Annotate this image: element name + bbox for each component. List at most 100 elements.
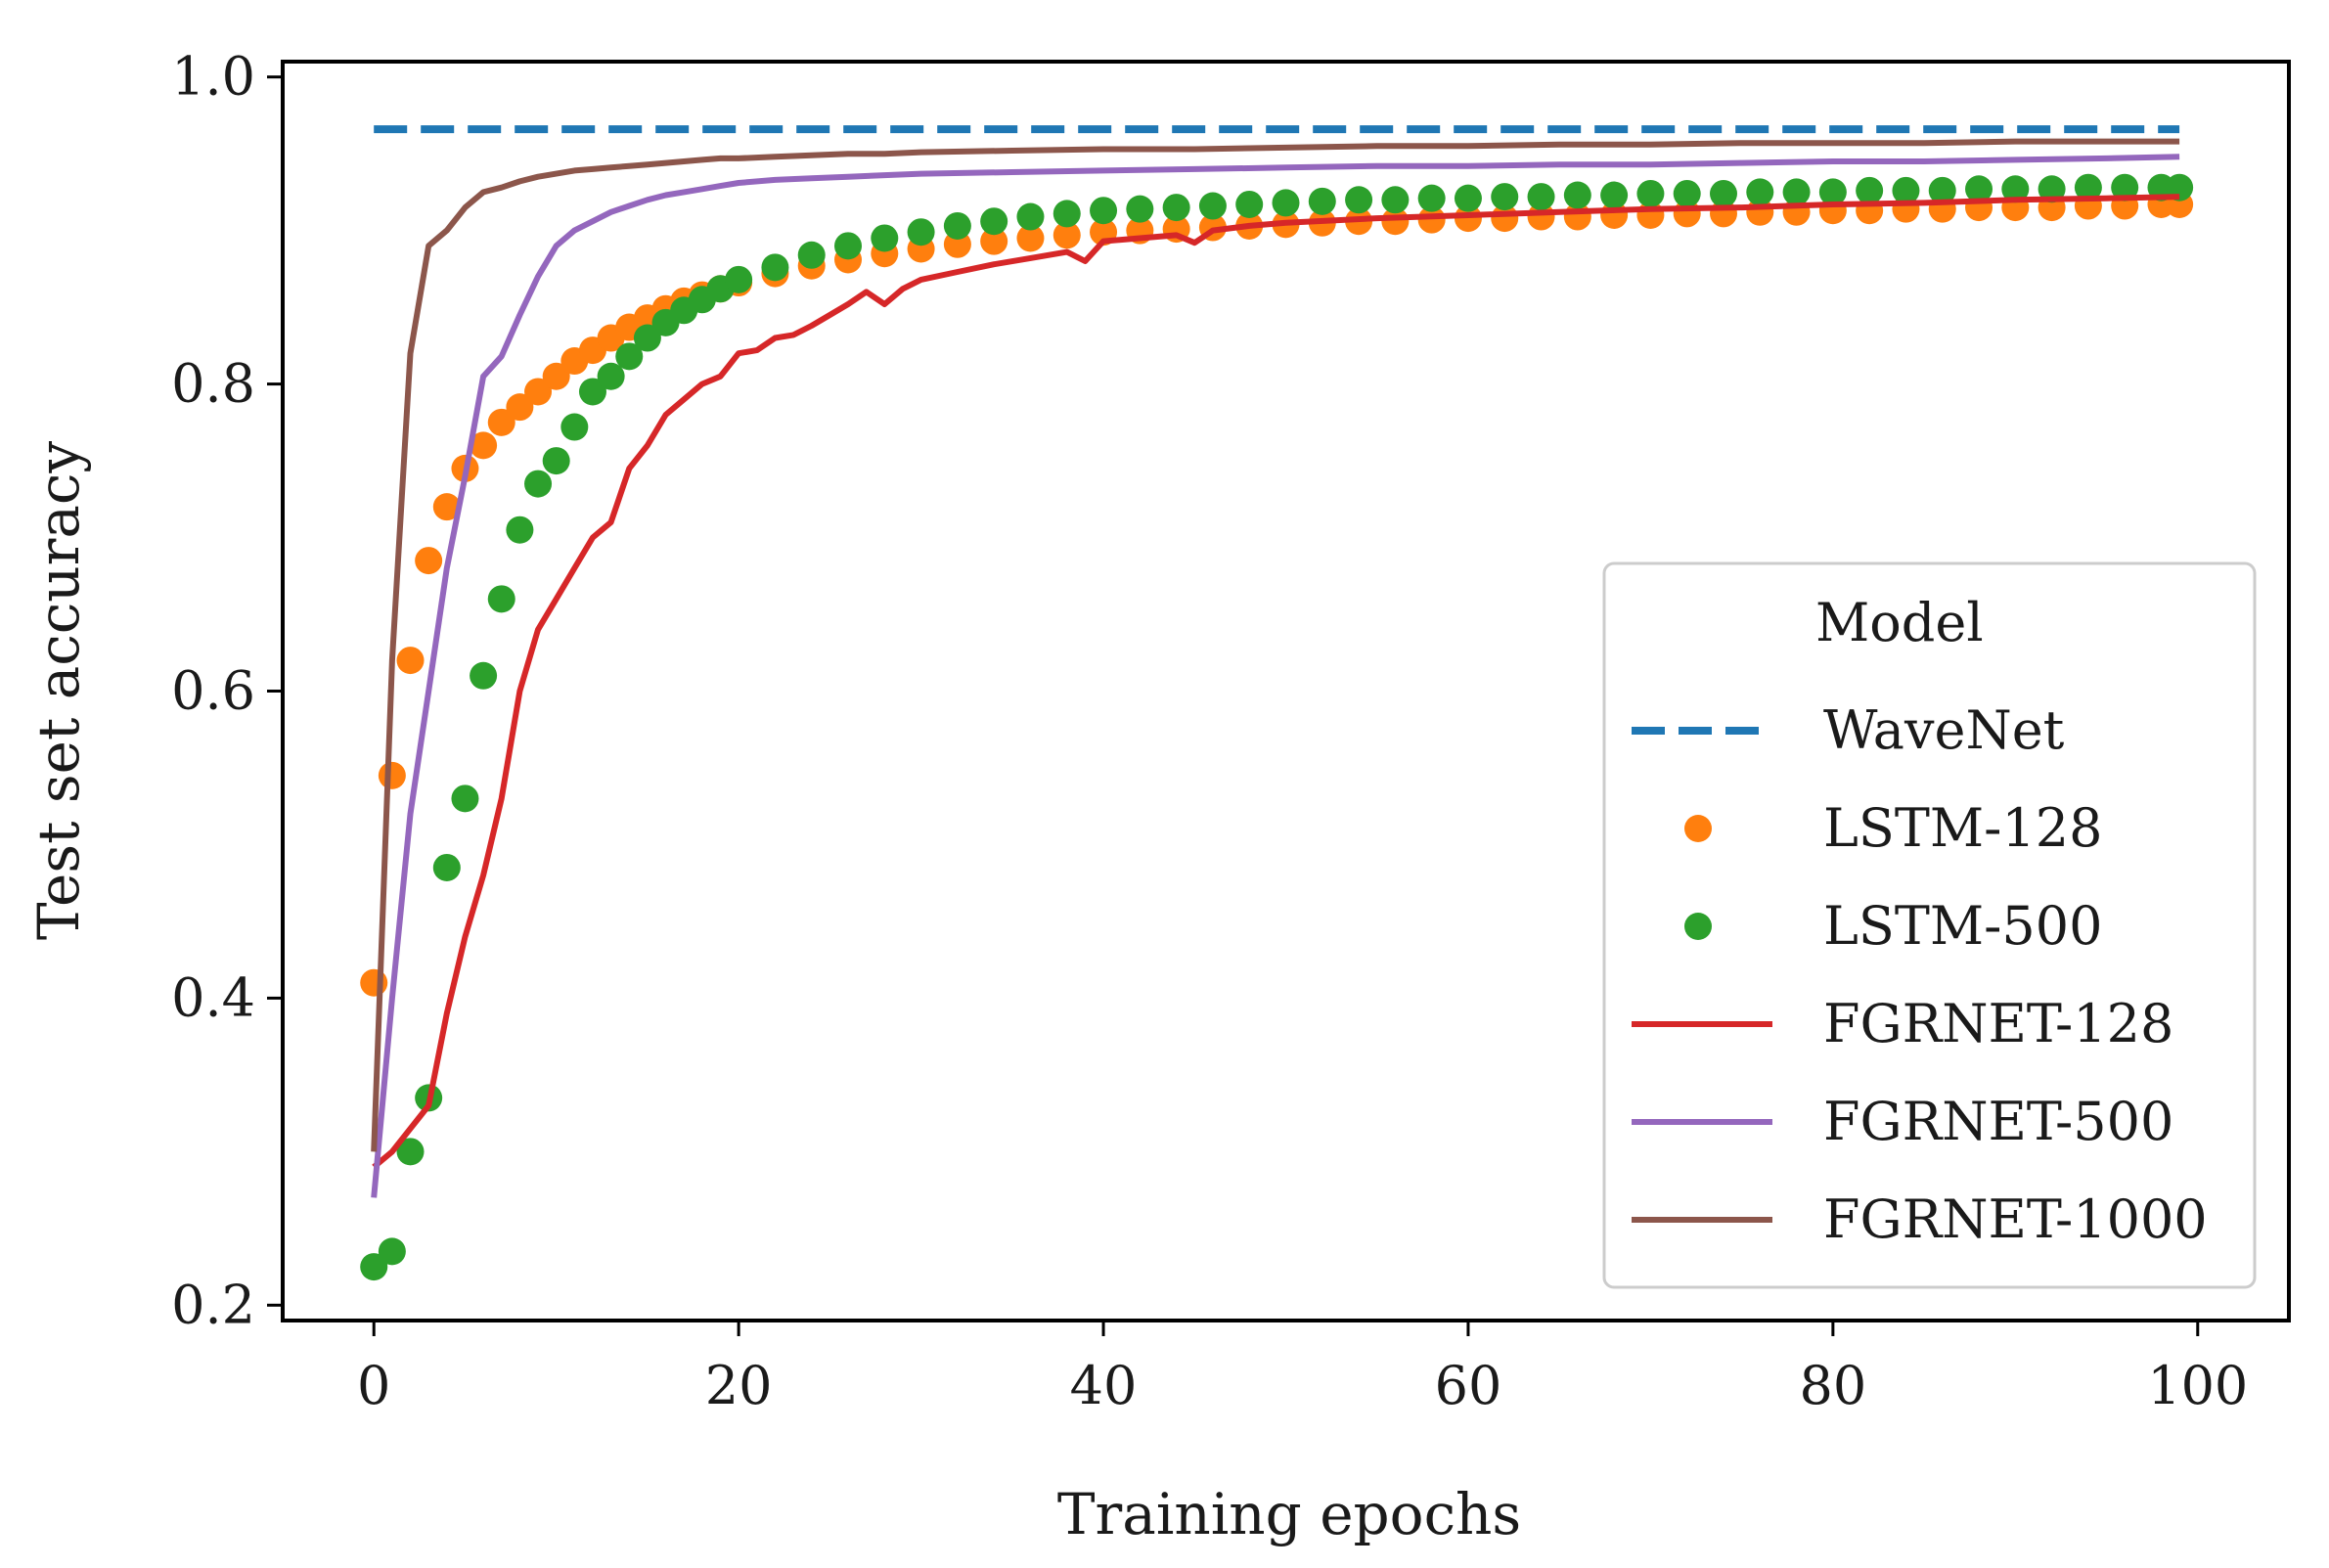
data-point	[1454, 204, 1482, 233]
y-tick-label: 0.2	[171, 1274, 255, 1335]
series-line	[372, 194, 2180, 1170]
data-point	[871, 224, 899, 252]
data-point	[470, 431, 498, 460]
y-tick-label: 1.0	[171, 46, 255, 108]
legend-label: FGRNET-1000	[1823, 1188, 2208, 1250]
series-fgrnet-500	[371, 154, 2180, 1198]
plot-area	[360, 125, 2194, 1281]
x-tick-label: 100	[2147, 1355, 2248, 1416]
data-point	[1162, 194, 1190, 222]
data-point	[1272, 189, 1300, 217]
data-point	[1782, 178, 1811, 206]
x-tick-label: 0	[357, 1355, 390, 1416]
legend-title: Model	[1815, 592, 1984, 653]
data-point	[761, 253, 789, 282]
legend-entries: WaveNet LSTM-128 LSTM-500 FGRNET-128 FGRNET-…	[1632, 699, 2208, 1250]
data-point	[1491, 183, 1519, 211]
data-point	[1454, 184, 1482, 212]
data-point	[1016, 202, 1045, 231]
data-point	[578, 378, 606, 406]
data-point	[415, 547, 443, 575]
data-point	[1417, 205, 1446, 234]
data-point	[2111, 173, 2139, 202]
data-point	[396, 647, 425, 675]
data-point	[725, 265, 753, 293]
data-point	[615, 342, 644, 371]
legend-label: LSTM-500	[1823, 895, 2102, 957]
legend-marker	[1684, 815, 1712, 842]
data-point	[1126, 195, 1154, 223]
data-point	[1417, 184, 1446, 212]
series-line	[371, 138, 2180, 1152]
data-point	[524, 470, 553, 498]
data-point	[1198, 192, 1227, 220]
data-point	[2074, 173, 2102, 202]
data-point	[378, 761, 406, 789]
data-point	[378, 1237, 406, 1266]
x-tick-label: 20	[705, 1355, 773, 1416]
legend-label: LSTM-128	[1823, 797, 2102, 859]
data-point	[1709, 179, 1737, 207]
legend-box	[1602, 561, 2257, 1289]
data-point	[980, 227, 1008, 255]
data-point	[1673, 179, 1701, 207]
legend-entry-fgrnet-128: FGRNET-128	[1632, 993, 2173, 1054]
data-point	[2001, 175, 2030, 203]
data-point	[633, 324, 661, 352]
data-point	[1856, 176, 1884, 204]
data-point	[542, 447, 570, 475]
data-point	[1818, 178, 1847, 206]
y-axis: 0.2 0.4 0.6 0.8 1.0	[171, 46, 283, 1335]
series-layer	[360, 125, 2194, 1281]
y-tick-label: 0.4	[171, 966, 255, 1028]
data-point	[980, 207, 1008, 236]
data-point	[470, 661, 498, 690]
x-axis: 0 20 40 60 80 100	[357, 1321, 2248, 1416]
data-point	[1746, 178, 1774, 206]
data-point	[1928, 176, 1956, 204]
data-point	[524, 378, 553, 406]
data-point	[1600, 181, 1629, 209]
data-point	[506, 393, 534, 422]
data-point	[1053, 221, 1081, 249]
data-point	[2038, 175, 2066, 203]
data-point	[1090, 197, 1118, 225]
y-axis-label: Test set accuracy	[25, 441, 92, 941]
y-tick-label: 0.6	[171, 660, 255, 722]
data-point	[1235, 190, 1264, 218]
legend-entry-wavenet: WaveNet	[1632, 699, 2065, 761]
x-tick-label: 80	[1800, 1355, 1867, 1416]
legend-entry-lstm-500: LSTM-500	[1684, 895, 2102, 957]
data-point	[1345, 186, 1373, 214]
legend-marker	[1684, 913, 1712, 940]
data-point	[1892, 176, 1920, 204]
data-point	[1381, 186, 1410, 214]
data-point	[834, 232, 863, 260]
data-point	[1016, 224, 1045, 252]
data-point	[907, 218, 935, 246]
legend: Model WaveNet LSTM-128 LSTM-500 FGRNET-128 F…	[1602, 561, 2257, 1289]
series-lstm-500	[360, 173, 2194, 1281]
legend-entry-lstm-128: LSTM-128	[1684, 797, 2102, 859]
legend-entry-fgrnet-500: FGRNET-500	[1632, 1091, 2173, 1152]
legend-label: WaveNet	[1823, 699, 2065, 761]
data-point	[560, 413, 589, 441]
data-point	[1563, 181, 1591, 209]
data-point	[487, 585, 515, 613]
data-point	[943, 211, 971, 240]
series-line	[371, 154, 2180, 1198]
data-point	[1965, 175, 1993, 203]
data-point	[597, 362, 625, 390]
legend-entry-fgrnet-1000: FGRNET-1000	[1632, 1188, 2208, 1250]
data-point	[451, 784, 479, 813]
data-point	[360, 1253, 388, 1281]
legend-label: FGRNET-500	[1823, 1091, 2173, 1152]
data-point	[1308, 187, 1336, 215]
data-point	[1527, 183, 1555, 211]
series-fgrnet-1000	[371, 138, 2180, 1152]
data-point	[1053, 200, 1081, 228]
y-tick-label: 0.8	[171, 353, 255, 415]
x-tick-label: 60	[1435, 1355, 1502, 1416]
legend-label: FGRNET-128	[1823, 993, 2173, 1054]
